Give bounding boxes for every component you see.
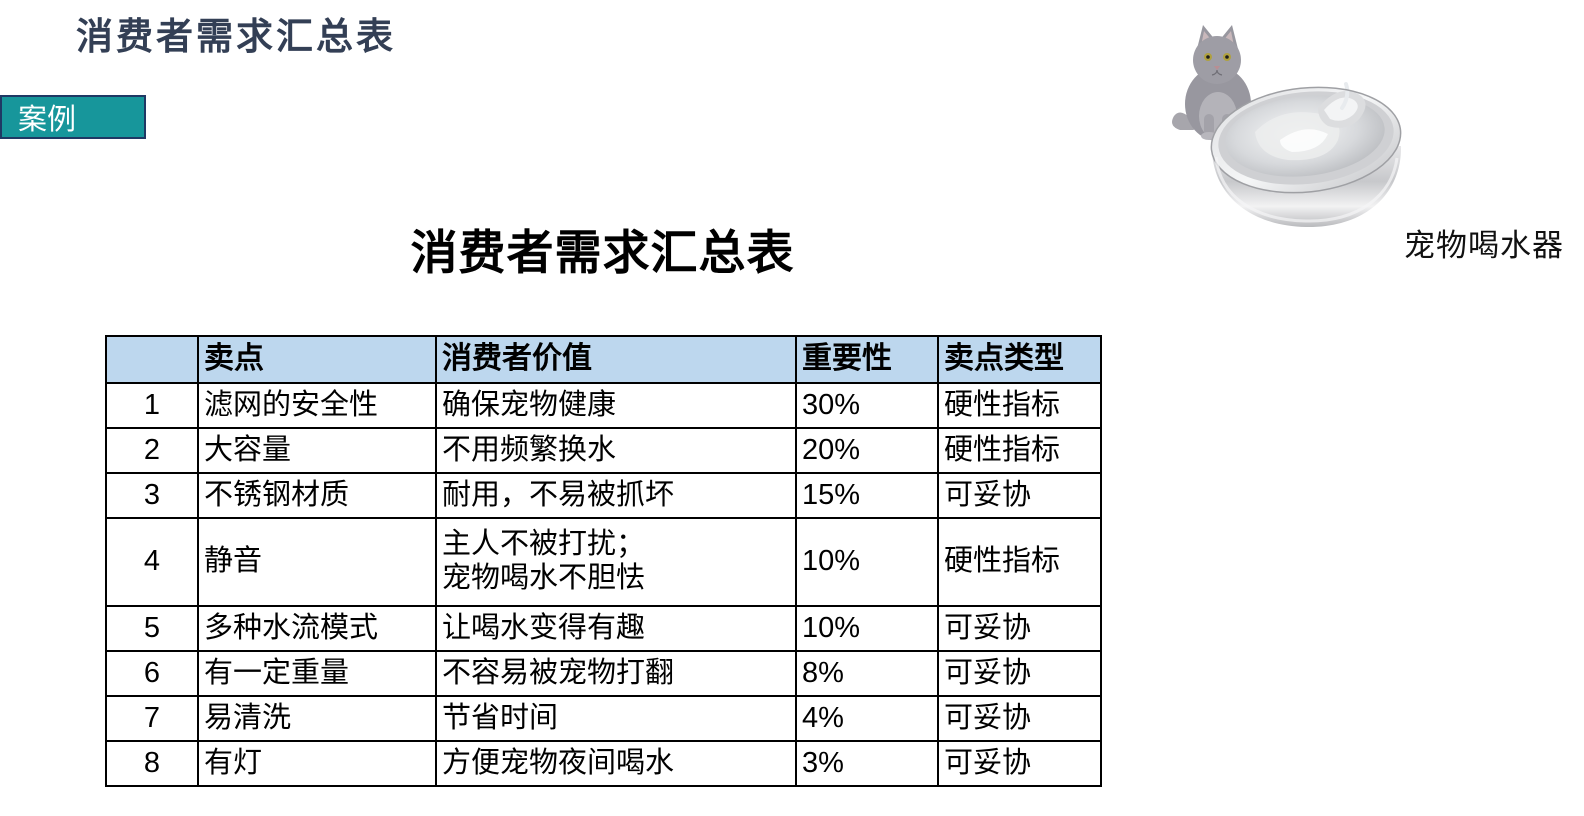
cell-number: 2 xyxy=(105,427,199,474)
slide-corner-title: 消费者需求汇总表 xyxy=(76,14,396,58)
cell-selling-point: 不锈钢材质 xyxy=(197,472,437,519)
case-badge-label: 案例 xyxy=(18,104,77,136)
cell-type: 可妥协 xyxy=(937,472,1102,519)
cell-consumer-value: 不容易被宠物打翻 xyxy=(435,650,797,697)
product-caption: 宠物喝水器 xyxy=(1404,228,1564,264)
header-cell-importance: 重要性 xyxy=(795,335,939,384)
cell-type: 可妥协 xyxy=(937,605,1102,652)
cell-number: 5 xyxy=(105,605,199,652)
table-row: 4 静音 主人不被打扰； 宠物喝水不胆怯 10% 硬性指标 xyxy=(105,517,1102,607)
table-header-row: 卖点 消费者价值 重要性 卖点类型 xyxy=(105,335,1102,384)
table-row: 2 大容量 不用频繁换水 20% 硬性指标 xyxy=(105,427,1102,474)
table-row: 1 滤网的安全性 确保宠物健康 30% 硬性指标 xyxy=(105,382,1102,429)
cell-type: 硬性指标 xyxy=(937,517,1102,607)
header-cell-consumer-value: 消费者价值 xyxy=(435,335,797,384)
table-row: 3 不锈钢材质 耐用，不易被抓坏 15% 可妥协 xyxy=(105,472,1102,519)
pet-fountain-image xyxy=(1160,22,1420,237)
cell-selling-point: 大容量 xyxy=(197,427,437,474)
cell-number: 4 xyxy=(105,517,199,607)
cell-consumer-value: 确保宠物健康 xyxy=(435,382,797,429)
cell-selling-point: 静音 xyxy=(197,517,437,607)
table-row: 5 多种水流模式 让喝水变得有趣 10% 可妥协 xyxy=(105,605,1102,652)
cell-number: 3 xyxy=(105,472,199,519)
header-cell-number xyxy=(105,335,199,384)
cell-consumer-value: 不用频繁换水 xyxy=(435,427,797,474)
table-row: 6 有一定重量 不容易被宠物打翻 8% 可妥协 xyxy=(105,650,1102,697)
cell-importance: 10% xyxy=(795,605,939,652)
cell-selling-point: 易清洗 xyxy=(197,695,437,742)
cell-number: 6 xyxy=(105,650,199,697)
cell-number: 1 xyxy=(105,382,199,429)
cell-consumer-value: 主人不被打扰； 宠物喝水不胆怯 xyxy=(435,517,797,607)
cell-type: 硬性指标 xyxy=(937,382,1102,429)
cell-type: 可妥协 xyxy=(937,650,1102,697)
cell-importance: 3% xyxy=(795,740,939,787)
page-title: 消费者需求汇总表 xyxy=(410,226,795,279)
cell-selling-point: 多种水流模式 xyxy=(197,605,437,652)
header-cell-type: 卖点类型 xyxy=(937,335,1102,384)
table-row: 8 有灯 方便宠物夜间喝水 3% 可妥协 xyxy=(105,740,1102,787)
cell-consumer-value: 节省时间 xyxy=(435,695,797,742)
cat-and-fountain-illustration xyxy=(1172,25,1402,228)
consumer-needs-table: 卖点 消费者价值 重要性 卖点类型 1 滤网的安全性 确保宠物健康 30% 硬性… xyxy=(105,335,1102,787)
cell-selling-point: 有灯 xyxy=(197,740,437,787)
cell-type: 硬性指标 xyxy=(937,427,1102,474)
cell-selling-point: 有一定重量 xyxy=(197,650,437,697)
cell-type: 可妥协 xyxy=(937,740,1102,787)
cell-importance: 4% xyxy=(795,695,939,742)
table-body: 1 滤网的安全性 确保宠物健康 30% 硬性指标 2 大容量 不用频繁换水 20… xyxy=(105,382,1102,787)
cell-importance: 8% xyxy=(795,650,939,697)
cell-selling-point: 滤网的安全性 xyxy=(197,382,437,429)
fountain-bowl xyxy=(1210,82,1402,228)
header-cell-selling-point: 卖点 xyxy=(197,335,437,384)
cell-number: 8 xyxy=(105,740,199,787)
cell-consumer-value: 让喝水变得有趣 xyxy=(435,605,797,652)
table-row: 7 易清洗 节省时间 4% 可妥协 xyxy=(105,695,1102,742)
cell-importance: 10% xyxy=(795,517,939,607)
cell-importance: 15% xyxy=(795,472,939,519)
cell-importance: 20% xyxy=(795,427,939,474)
cell-consumer-value: 耐用，不易被抓坏 xyxy=(435,472,797,519)
cell-number: 7 xyxy=(105,695,199,742)
cell-type: 可妥协 xyxy=(937,695,1102,742)
cell-consumer-value: 方便宠物夜间喝水 xyxy=(435,740,797,787)
cell-importance: 30% xyxy=(795,382,939,429)
case-badge: 案例 xyxy=(0,95,146,139)
